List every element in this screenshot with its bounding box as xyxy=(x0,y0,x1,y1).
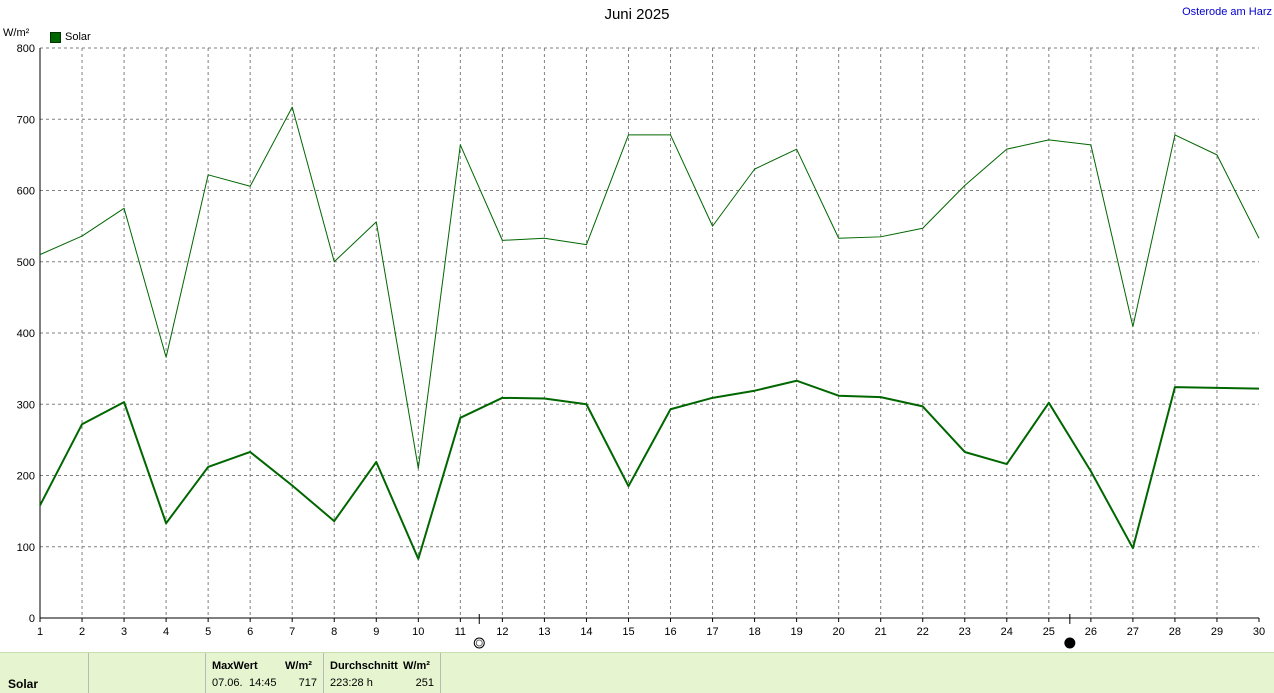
max-unit: W/m² xyxy=(285,660,312,672)
avg-header: Durchschnitt xyxy=(330,660,398,672)
legend-label-solar: Solar xyxy=(65,31,91,43)
new-moon-icon xyxy=(1064,637,1076,649)
avg-unit: W/m² xyxy=(403,660,430,672)
y-tick-label: 300 xyxy=(17,399,35,411)
y-tick-label: 100 xyxy=(17,542,35,554)
x-tick-label: 2 xyxy=(79,626,85,638)
avg-duration: 223:28 h xyxy=(330,677,373,689)
y-tick-label: 600 xyxy=(17,186,35,198)
series-line-solar xyxy=(39,379,1260,560)
y-tick-label: 0 xyxy=(29,613,35,625)
x-tick-label: 13 xyxy=(538,626,550,638)
chart-title: Juni 2025 xyxy=(604,6,670,23)
full-moon-icon-inner xyxy=(475,639,483,647)
series-layer xyxy=(39,106,1260,560)
x-tick-label: 9 xyxy=(373,626,379,638)
x-tick-label: 15 xyxy=(622,626,634,638)
moon-phase-markers xyxy=(473,614,1076,649)
x-tick-label: 21 xyxy=(875,626,887,638)
footer-empty-cell xyxy=(89,653,206,693)
legend: Solar xyxy=(50,31,91,43)
x-tick-label: 25 xyxy=(1043,626,1055,638)
legend-swatch xyxy=(50,31,61,43)
footer-max-cell: MaxWert W/m² 07.06. 14:45 717 xyxy=(206,653,324,693)
max-time: 14:45 xyxy=(249,677,277,689)
x-tick-label: 29 xyxy=(1211,626,1223,638)
x-tick-label: 22 xyxy=(917,626,929,638)
x-tick-label: 8 xyxy=(331,626,337,638)
footer-series-label: Solar xyxy=(8,677,39,691)
x-tick-label: 6 xyxy=(247,626,253,638)
summary-footer: Solar MaxWert W/m² 07.06. 14:45 717 Durc… xyxy=(0,652,1274,693)
max-header: MaxWert xyxy=(212,660,258,672)
x-tick-label: 5 xyxy=(205,626,211,638)
series-line-max xyxy=(39,106,1260,469)
x-tick-label: 1 xyxy=(37,626,43,638)
grid-lines xyxy=(40,47,1259,618)
x-tick-label: 19 xyxy=(790,626,802,638)
x-tick-label: 27 xyxy=(1127,626,1139,638)
footer-avg-cell: Durchschnitt W/m² 223:28 h 251 xyxy=(324,653,441,693)
x-tick-label: 23 xyxy=(959,626,971,638)
footer-label-cell: Solar xyxy=(0,653,89,693)
x-tick-label: 12 xyxy=(496,626,508,638)
x-tick-label: 30 xyxy=(1253,626,1265,638)
x-tick-label: 28 xyxy=(1169,626,1181,638)
location-label: Osterode am Harz xyxy=(1182,6,1272,18)
full-moon-icon xyxy=(473,637,485,649)
y-tick-label: 200 xyxy=(17,471,35,483)
y-tick-label: 400 xyxy=(17,328,35,340)
y-tick-label: 500 xyxy=(17,257,35,269)
x-tick-label: 20 xyxy=(833,626,845,638)
x-tick-label: 3 xyxy=(121,626,127,638)
max-date: 07.06. xyxy=(212,677,243,689)
x-tick-label: 18 xyxy=(748,626,760,638)
x-tick-label: 7 xyxy=(289,626,295,638)
x-tick-label: 10 xyxy=(412,626,424,638)
y-axis-unit: W/m² xyxy=(3,27,30,39)
y-tick-label: 700 xyxy=(17,114,35,126)
x-tick-label: 14 xyxy=(580,626,592,638)
avg-value: 251 xyxy=(415,677,434,689)
x-tick-label: 11 xyxy=(455,626,466,638)
x-tick-label: 17 xyxy=(706,626,718,638)
max-value: 717 xyxy=(298,677,317,689)
x-tick-label: 24 xyxy=(1001,626,1013,638)
x-tick-label: 4 xyxy=(163,626,169,638)
x-tick-label: 26 xyxy=(1085,626,1097,638)
x-tick-label: 16 xyxy=(664,626,676,638)
y-tick-label: 800 xyxy=(17,43,35,55)
